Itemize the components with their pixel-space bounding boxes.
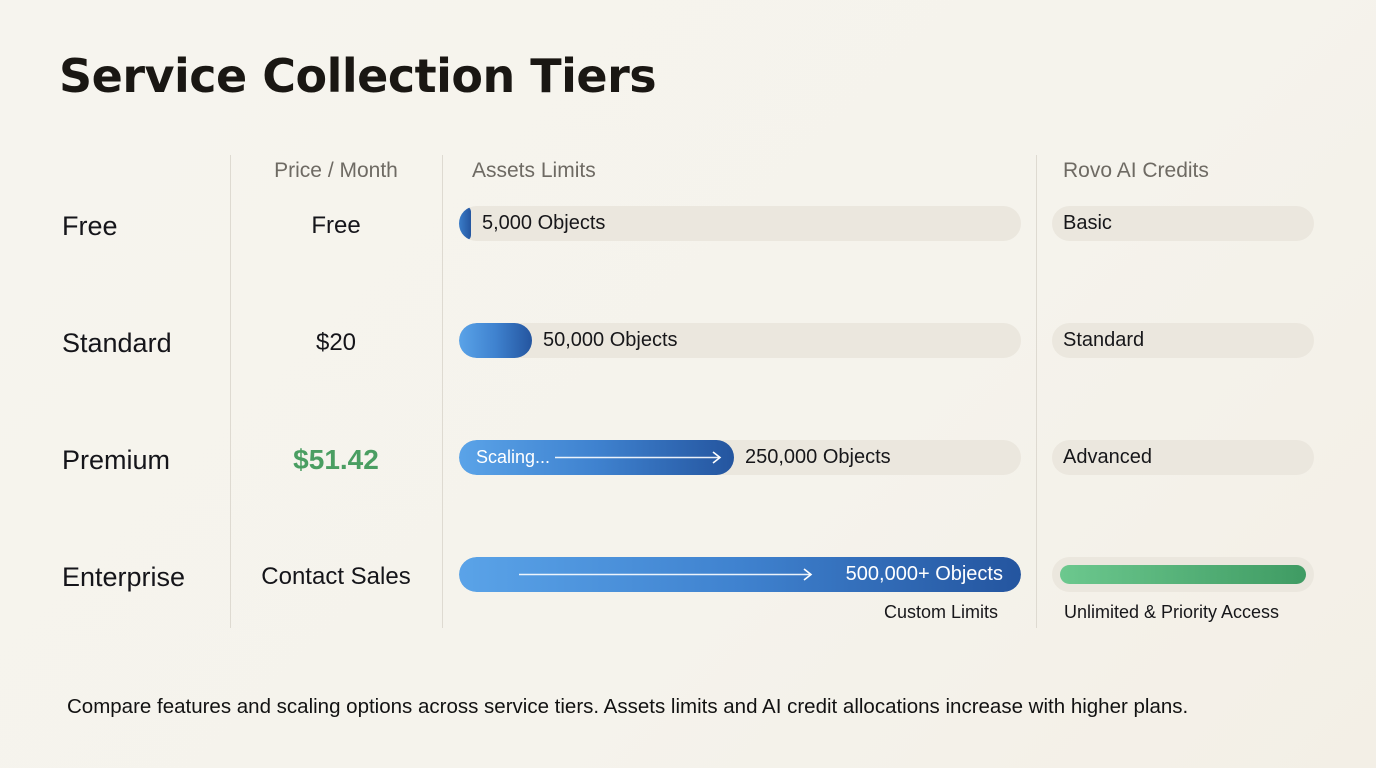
arrow-right-icon [555,451,722,464]
column-divider [442,155,443,628]
rovo-sublabel: Unlimited & Priority Access [1064,602,1280,622]
assets-limit-bar: 5,000 Objects [459,206,1021,241]
rovo-credit-pill: Basic [1052,206,1314,241]
assets-limit-label: 500,000+ Objects [845,563,1003,585]
page-title: Service Collection Tiers [59,49,657,103]
tier-price: Free [311,212,361,239]
tier-price: $51.42 [293,444,379,475]
tier-name: Enterprise [62,562,186,592]
rovo-credit-pill: Standard [1052,323,1314,358]
assets-limit-label: 50,000 Objects [543,329,678,351]
column-divider [1036,155,1037,628]
assets-limit-fill [459,206,471,241]
rovo-credit-label: Basic [1063,212,1112,234]
column-divider [230,155,231,628]
rovo-credit-label: Standard [1063,329,1145,351]
assets-column-header: Assets Limits [472,159,596,182]
footer-caption: Compare features and scaling options acr… [67,695,1189,718]
assets-limit-bar: 500,000+ Objects [459,557,1021,592]
assets-limit-label: 250,000 Objects [745,446,891,468]
tier-name: Premium [62,445,171,475]
price-column-header: Price / Month [274,159,398,182]
assets-sublabel: Custom Limits [884,602,999,622]
rovo-credit-bar [1060,565,1306,584]
tier-name: Free [62,211,118,241]
tier-price: Contact Sales [261,563,411,590]
tier-price: $20 [315,329,357,356]
rovo-credit-pill [1052,557,1314,592]
assets-limit-fill [459,323,532,358]
assets-limit-bar: 50,000 Objects [459,323,1021,358]
tier-name: Standard [62,328,172,358]
assets-limit-label: 5,000 Objects [482,212,606,234]
assets-limit-bar: Scaling... 250,000 Objects [459,440,1021,475]
rovo-credit-label: Advanced [1063,446,1152,468]
rovo-credit-pill: Advanced [1052,440,1314,475]
arrow-right-icon [519,568,813,581]
scaling-label: Scaling... [476,447,551,467]
rovo-column-header: Rovo AI Credits [1063,159,1209,182]
